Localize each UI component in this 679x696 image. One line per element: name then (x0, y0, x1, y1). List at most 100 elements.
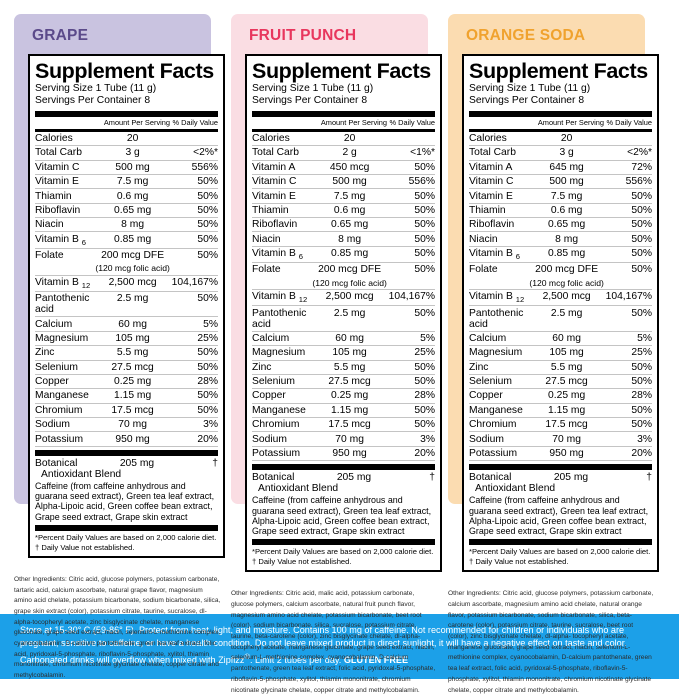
nutrient-name: Riboflavin (252, 217, 311, 233)
nutrient-amount: 0.65 mg (93, 203, 172, 219)
nutrient-name: Vitamin B 6 (252, 246, 311, 264)
nutrient-name: Vitamin E (469, 188, 528, 204)
nutrient-daily-value: 50% (605, 360, 652, 375)
nutrient-daily-value: 50% (605, 403, 652, 419)
nutrient-daily-value: 25% (605, 345, 652, 361)
nutrient-name: Magnesium (469, 345, 528, 361)
blend-header-row: Botanical 205 mg † (252, 470, 435, 483)
nutrient-name: Manganese (252, 403, 311, 419)
blend-name-line1: Botanical (469, 472, 512, 484)
supplement-facts-heading: Supplement Facts (469, 59, 648, 83)
nutrient-row: Niacin 8 mg 50% (35, 217, 218, 233)
nutrient-name: Copper (252, 388, 311, 404)
servings-per-container: Servings Per Container 8 (35, 95, 151, 107)
nutrient-amount: 200 mcg DFE (535, 264, 599, 276)
banner-text-2: . Limit 2 tubes per day. (250, 654, 344, 665)
blend-amount: 205 mg (119, 457, 155, 469)
nutrient-daily-value: 50% (388, 160, 435, 175)
nutrient-daily-value: 3% (605, 431, 652, 447)
nutrient-row: Total Carb 2 g <1%* (252, 145, 435, 161)
nutrient-name: Total Carb (469, 145, 528, 161)
nutrient-daily-value: 556% (388, 174, 435, 190)
nutrient-name: Vitamin E (252, 188, 311, 204)
nutrient-subline-row: (120 mcg folic acid) (252, 276, 435, 290)
nutrient-daily-value: 50% (605, 188, 652, 204)
nutrient-name: Chromium (35, 403, 94, 419)
nutrient-name: Niacin (252, 231, 311, 247)
nutrient-name: Total Carb (35, 145, 94, 161)
nutrient-row: Niacin 8 mg 50% (469, 231, 652, 247)
nutrient-row: Vitamin C 500 mg 556% (469, 174, 652, 190)
nutrient-row: Zinc 5.5 mg 50% (469, 360, 652, 375)
nutrient-subline-row: (120 mcg folic acid) (35, 262, 218, 276)
blend-daily-value: † (212, 457, 218, 469)
nutrient-daily-value: 28% (171, 374, 218, 390)
banner-text-1: Store at 15-30° C (59-86° F). Protect fr… (20, 624, 627, 665)
nutrient-amount: 5.5 mg (527, 360, 606, 375)
nutrient-daily-value: 104,167% (605, 289, 652, 307)
nutrient-name: Selenium (252, 374, 311, 390)
footnote-daily-values: *Percent Daily Values are based on 2,000… (252, 547, 434, 557)
nutrient-amount: 450 mcg (310, 160, 389, 175)
nutrient-row: Copper 0.25 mg 28% (252, 388, 435, 404)
nutrient-row: Selenium 27.5 mcg 50% (35, 360, 218, 375)
nutrient-name: Selenium (469, 374, 528, 390)
nutrient-name: Sodium (252, 431, 311, 447)
blend-ingredients: Caffeine (from caffeine anhydrous and gu… (35, 480, 215, 522)
nutrient-row: Chromium 17.5 mcg 50% (252, 417, 435, 433)
nutrient-daily-value: 50% (197, 250, 218, 262)
nutrient-row: Sodium 70 mg 3% (469, 431, 652, 447)
nutrient-daily-value: 50% (388, 417, 435, 433)
column-header-amount: Amount Per Serving (103, 118, 170, 128)
nutrient-daily-value: 50% (171, 217, 218, 233)
nutrient-daily-value: 50% (605, 203, 652, 219)
nutrient-daily-value: 50% (171, 231, 218, 249)
nutrient-amount: 1.15 mg (93, 388, 172, 404)
column-header-daily-value: % Daily Value (172, 118, 218, 128)
nutrient-amount: 105 mg (527, 345, 606, 361)
nutrient-row: Vitamin E 7.5 mg 50% (35, 174, 218, 190)
divider-thick-footnote (35, 525, 218, 532)
nutrient-daily-value: 50% (171, 403, 218, 419)
nutrient-name: Folate (469, 264, 498, 276)
blend-name-line1: Botanical (35, 457, 78, 469)
footnote-dagger: † Daily Value not established. (35, 542, 135, 552)
nutrient-amount: 27.5 mcg (527, 374, 606, 390)
nutrient-amount: 500 mg (527, 174, 606, 190)
nutrient-amount: 17.5 mcg (93, 403, 172, 419)
nutrient-amount: 7.5 mg (93, 174, 172, 190)
nutrient-row: Pantothenic acid 2.5 mg 50% (252, 305, 435, 332)
nutrient-amount: 17.5 mcg (527, 417, 606, 433)
nutrient-name: Pantothenic acid (469, 305, 528, 332)
divider-thick-top (469, 110, 652, 117)
nutrient-amount: 5.5 mg (310, 360, 389, 375)
nutrient-daily-value: 50% (388, 217, 435, 233)
nutrient-amount: 950 mg (310, 446, 389, 462)
nutrient-row: Potassium 950 mg 20% (252, 446, 435, 462)
blend-amount: 205 mg (336, 472, 372, 484)
nutrient-name: Riboflavin (35, 203, 94, 219)
nutrient-name: Magnesium (35, 331, 94, 347)
nutrient-name: Potassium (35, 431, 94, 447)
blend-name-line2: Antioxidant Blend (258, 483, 339, 495)
nutrient-daily-value: 50% (388, 305, 435, 332)
nutrient-name: Copper (35, 374, 94, 390)
nutrient-row: Vitamin A 645 mg 72% (469, 160, 652, 175)
flavor-title: ORANGE SODA (466, 27, 586, 44)
nutrient-amount: 8 mg (527, 231, 606, 247)
nutrient-amount: 5.5 mg (93, 345, 172, 361)
blend-ingredients: Caffeine (from caffeine anhydrous and gu… (469, 495, 649, 537)
nutrient-name: Calcium (469, 331, 528, 347)
nutrient-daily-value: 50% (171, 388, 218, 404)
nutrient-amount: 0.85 mg (93, 231, 172, 249)
nutrient-amount: 20 (93, 131, 172, 147)
nutrient-amount: 17.5 mcg (310, 417, 389, 433)
nutrient-row: Calcium 60 mg 5% (469, 331, 652, 347)
nutrient-row: Vitamin B 12 2,500 mcg 104,167% (469, 289, 652, 307)
nutrient-row: Riboflavin 0.65 mg 50% (252, 217, 435, 233)
nutrient-row: Calcium 60 mg 5% (252, 331, 435, 347)
nutrient-name: Manganese (469, 403, 528, 419)
nutrient-daily-value (605, 131, 652, 147)
nutrient-table: Calories 20 Total Carb 3 g <2%* Vitamin C 500 … (35, 131, 218, 447)
nutrient-row: Riboflavin 0.65 mg 50% (469, 217, 652, 233)
